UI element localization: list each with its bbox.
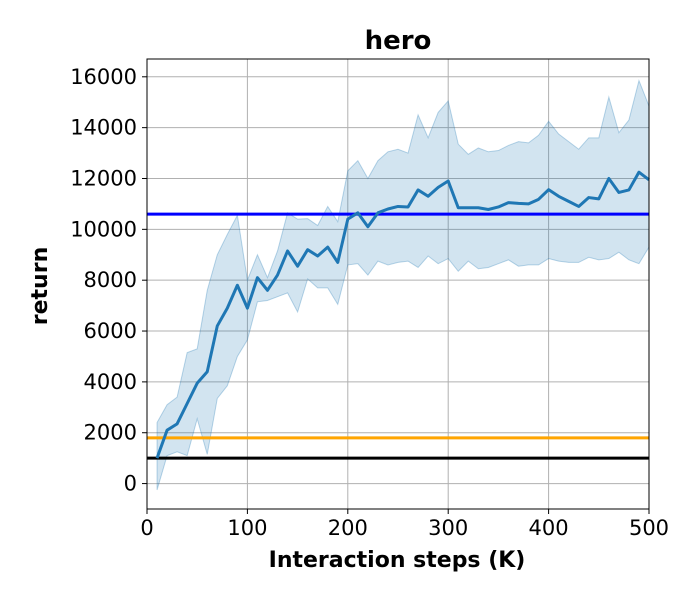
chart-title: hero: [365, 26, 432, 56]
x-axis-label: Interaction steps (K): [269, 548, 526, 573]
y-tick-label: 0: [124, 472, 137, 496]
plot-frame: [146, 58, 650, 510]
y-tick-label: 10000: [70, 217, 137, 241]
y-tick-label: 16000: [70, 65, 137, 89]
x-tick-label: 400: [529, 516, 569, 540]
y-tick-label: 6000: [84, 319, 137, 343]
y-tick-label: 14000: [70, 116, 137, 140]
x-tick-label: 100: [227, 516, 267, 540]
y-tick-label: 4000: [84, 370, 137, 394]
x-tick-label: 500: [629, 516, 669, 540]
y-tick-label: 8000: [84, 268, 137, 292]
y-axis-label: return: [28, 247, 53, 325]
x-axis-ticks: 0 100 200 300 400 500: [140, 509, 669, 540]
series-lines: [155, 170, 650, 459]
std-band: [156, 78, 650, 491]
x-tick-label: 0: [140, 516, 153, 540]
reference-lines: [147, 212, 649, 460]
x-tick-label: 200: [328, 516, 368, 540]
confidence-band: [156, 78, 650, 491]
x-tick-label: 300: [428, 516, 468, 540]
y-tick-label: 2000: [84, 421, 137, 445]
mean-return-line: [155, 170, 650, 459]
y-axis-ticks: 0 2000 4000 6000 8000 10000 12000 14000 16000: [70, 65, 147, 496]
y-tick-label: 12000: [70, 166, 137, 190]
